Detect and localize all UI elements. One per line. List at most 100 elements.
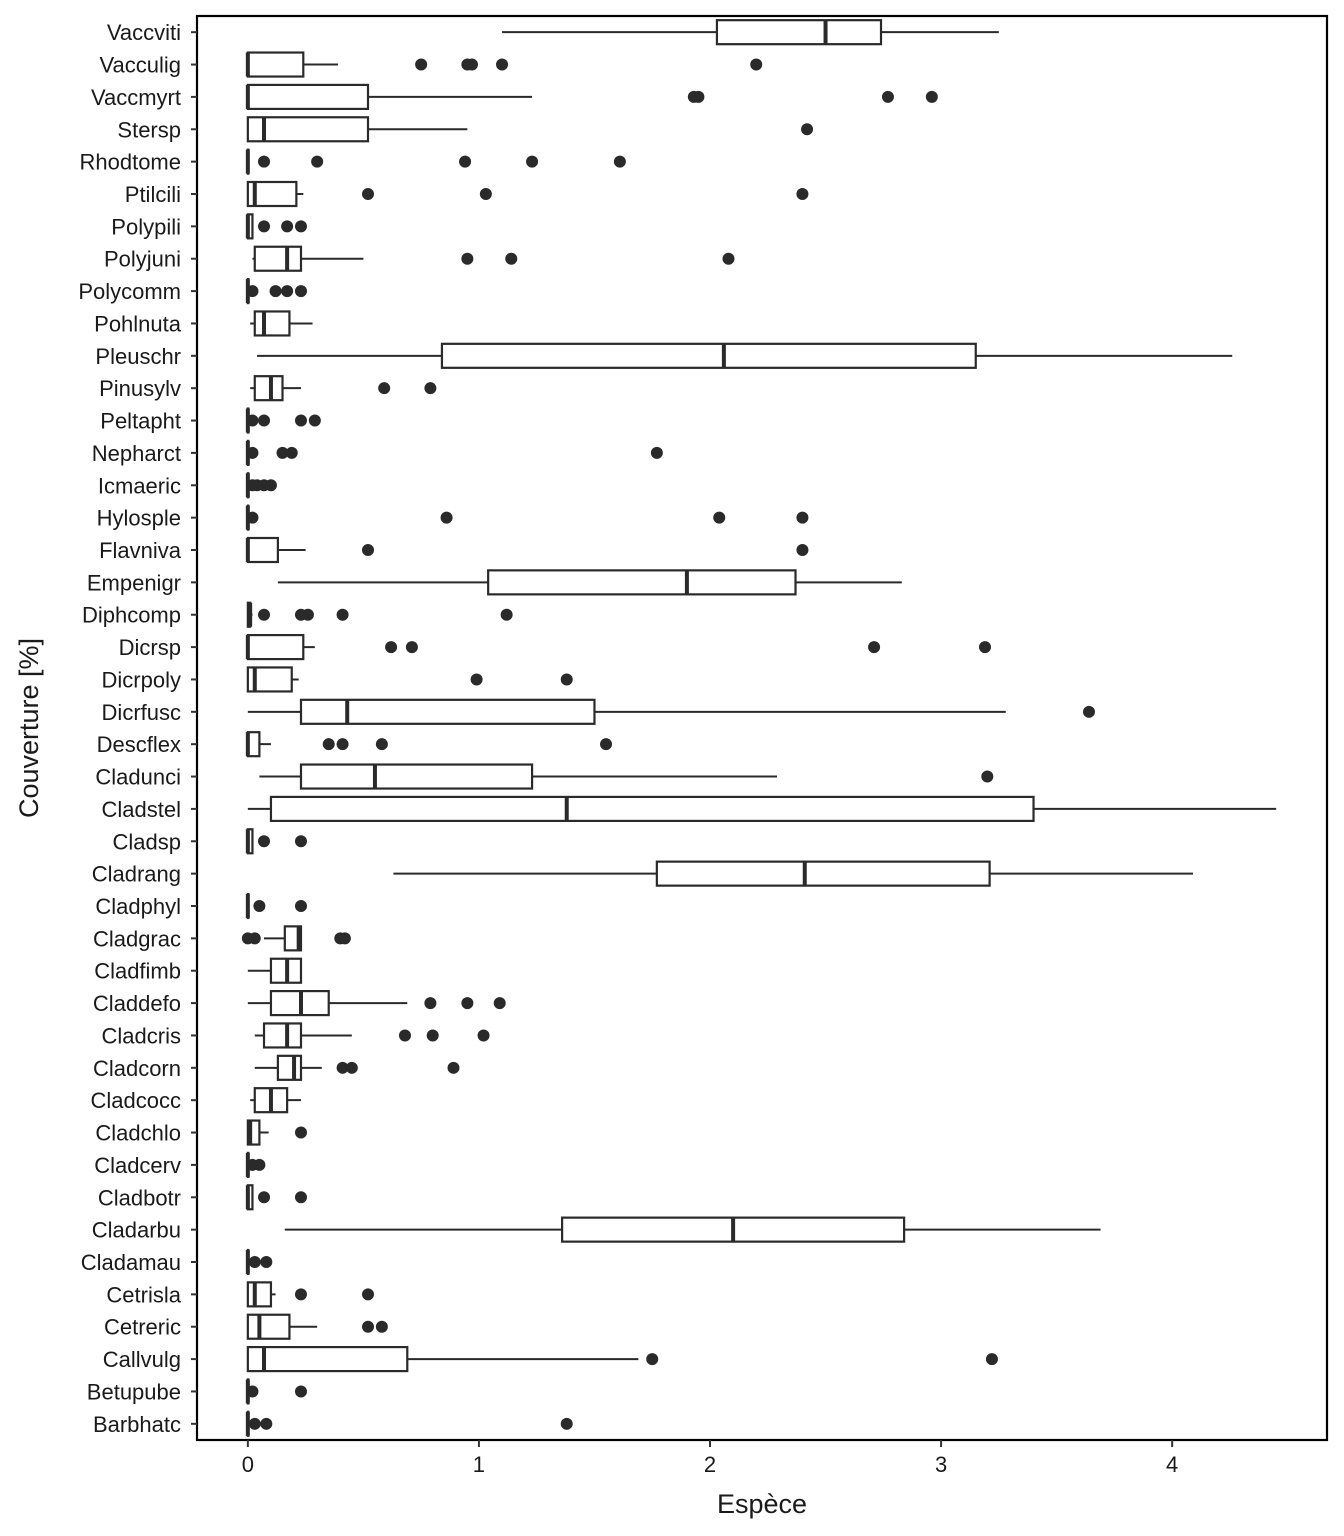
box-group	[393, 860, 1193, 887]
box-iqr	[655, 860, 991, 887]
outlier-point	[338, 932, 351, 945]
box-iqr	[299, 763, 534, 790]
box-group	[247, 989, 506, 1017]
outlier-point	[258, 414, 271, 427]
box-group	[245, 1410, 573, 1437]
y-category-label: Flavniva	[99, 538, 182, 563]
box-group	[245, 213, 307, 240]
box-group	[246, 1119, 307, 1146]
outlier-point	[646, 1353, 659, 1366]
box-group	[250, 375, 437, 402]
box-group	[259, 763, 994, 790]
y-category-label: Stersp	[117, 117, 181, 142]
outlier-point	[470, 673, 483, 686]
outlier-point	[978, 641, 991, 654]
box-iqr	[253, 310, 291, 337]
box-iqr	[246, 633, 305, 661]
x-axis: 0 1 2 3 4	[242, 1440, 1178, 1477]
box-group	[245, 892, 307, 920]
y-category-label: Barbhatc	[93, 1412, 181, 1437]
box-group	[247, 698, 1095, 725]
y-category-label: Peltapht	[100, 409, 181, 434]
y-category-label: Empenigr	[87, 570, 181, 595]
box-iqr	[246, 1119, 261, 1146]
outlier-point	[258, 835, 271, 848]
y-category-label: Cladrang	[92, 862, 181, 887]
y-category-label: Descflex	[97, 732, 181, 757]
box-group	[245, 504, 809, 531]
box-group	[245, 472, 277, 499]
plot-frame	[195, 14, 1329, 1442]
outlier-point	[246, 414, 259, 427]
outlier-point	[496, 58, 509, 71]
y-category-label: Callvulg	[103, 1347, 181, 1372]
outlier-point	[336, 738, 349, 751]
outlier-point	[750, 58, 763, 71]
box-iqr	[246, 1345, 409, 1373]
outlier-point	[294, 1191, 307, 1204]
box-iqr	[246, 51, 305, 78]
outlier-point	[375, 1320, 388, 1333]
y-category-label: Polycomm	[78, 279, 181, 304]
box-iqr	[262, 1022, 303, 1049]
outlier-point	[362, 544, 375, 556]
outlier-point	[294, 220, 307, 233]
outlier-point	[264, 479, 277, 492]
x-tick-label: 1	[473, 1452, 485, 1477]
outlier-point	[260, 1256, 273, 1268]
outlier-point	[258, 155, 271, 168]
outlier-point	[294, 900, 307, 912]
y-category-label: Ptilcili	[125, 182, 181, 207]
outlier-point	[345, 1061, 358, 1074]
y-category-label: Vacculig	[99, 53, 181, 78]
y-category-label: Polypili	[111, 214, 181, 239]
box-group	[245, 731, 613, 758]
y-category-label: Cladcocc	[91, 1088, 181, 1113]
outlier-point	[461, 997, 474, 1010]
box-iqr	[269, 795, 1035, 823]
y-category-label: Cladunci	[95, 765, 181, 790]
box-iqr	[715, 19, 883, 46]
outlier-point	[796, 511, 809, 524]
x-tick-label: 4	[1166, 1452, 1178, 1477]
y-category-label: Cetreric	[104, 1315, 181, 1340]
outlier-point	[294, 1288, 307, 1301]
y-category-label: Cladcerv	[94, 1153, 181, 1178]
outlier-point	[461, 252, 474, 265]
outlier-point	[981, 770, 994, 783]
box-group	[245, 439, 663, 467]
y-category-label: Cladgrac	[93, 926, 181, 951]
outlier-point	[465, 58, 478, 71]
outlier-point	[294, 1126, 307, 1139]
outlier-point	[447, 1061, 460, 1074]
y-axis-title: Couverture [%]	[14, 638, 44, 818]
outlier-point	[246, 446, 259, 459]
box-group	[245, 536, 809, 564]
outlier-point	[258, 608, 271, 621]
y-category-label: Hylosple	[97, 506, 181, 531]
box-iqr	[246, 116, 370, 143]
box-group	[284, 1216, 1101, 1243]
outlier-point	[248, 1417, 261, 1430]
box-group	[245, 277, 307, 305]
outlier-point	[560, 673, 573, 686]
outlier-point	[459, 155, 472, 168]
box-group	[247, 795, 1277, 823]
outlier-point	[336, 608, 349, 621]
outlier-point	[613, 155, 626, 168]
outlier-point	[692, 90, 705, 103]
box-iqr	[299, 698, 596, 725]
box-group	[246, 1313, 388, 1340]
outlier-point	[796, 544, 809, 556]
outlier-point	[424, 382, 437, 395]
y-category-label: Cetrisla	[106, 1282, 181, 1307]
box-iqr	[253, 375, 284, 402]
box-group	[245, 51, 763, 78]
box-group	[245, 148, 626, 175]
outlier-point	[493, 997, 506, 1010]
y-category-label: Icmaeric	[98, 473, 181, 498]
box-group	[245, 1151, 266, 1179]
box-group	[246, 180, 809, 208]
